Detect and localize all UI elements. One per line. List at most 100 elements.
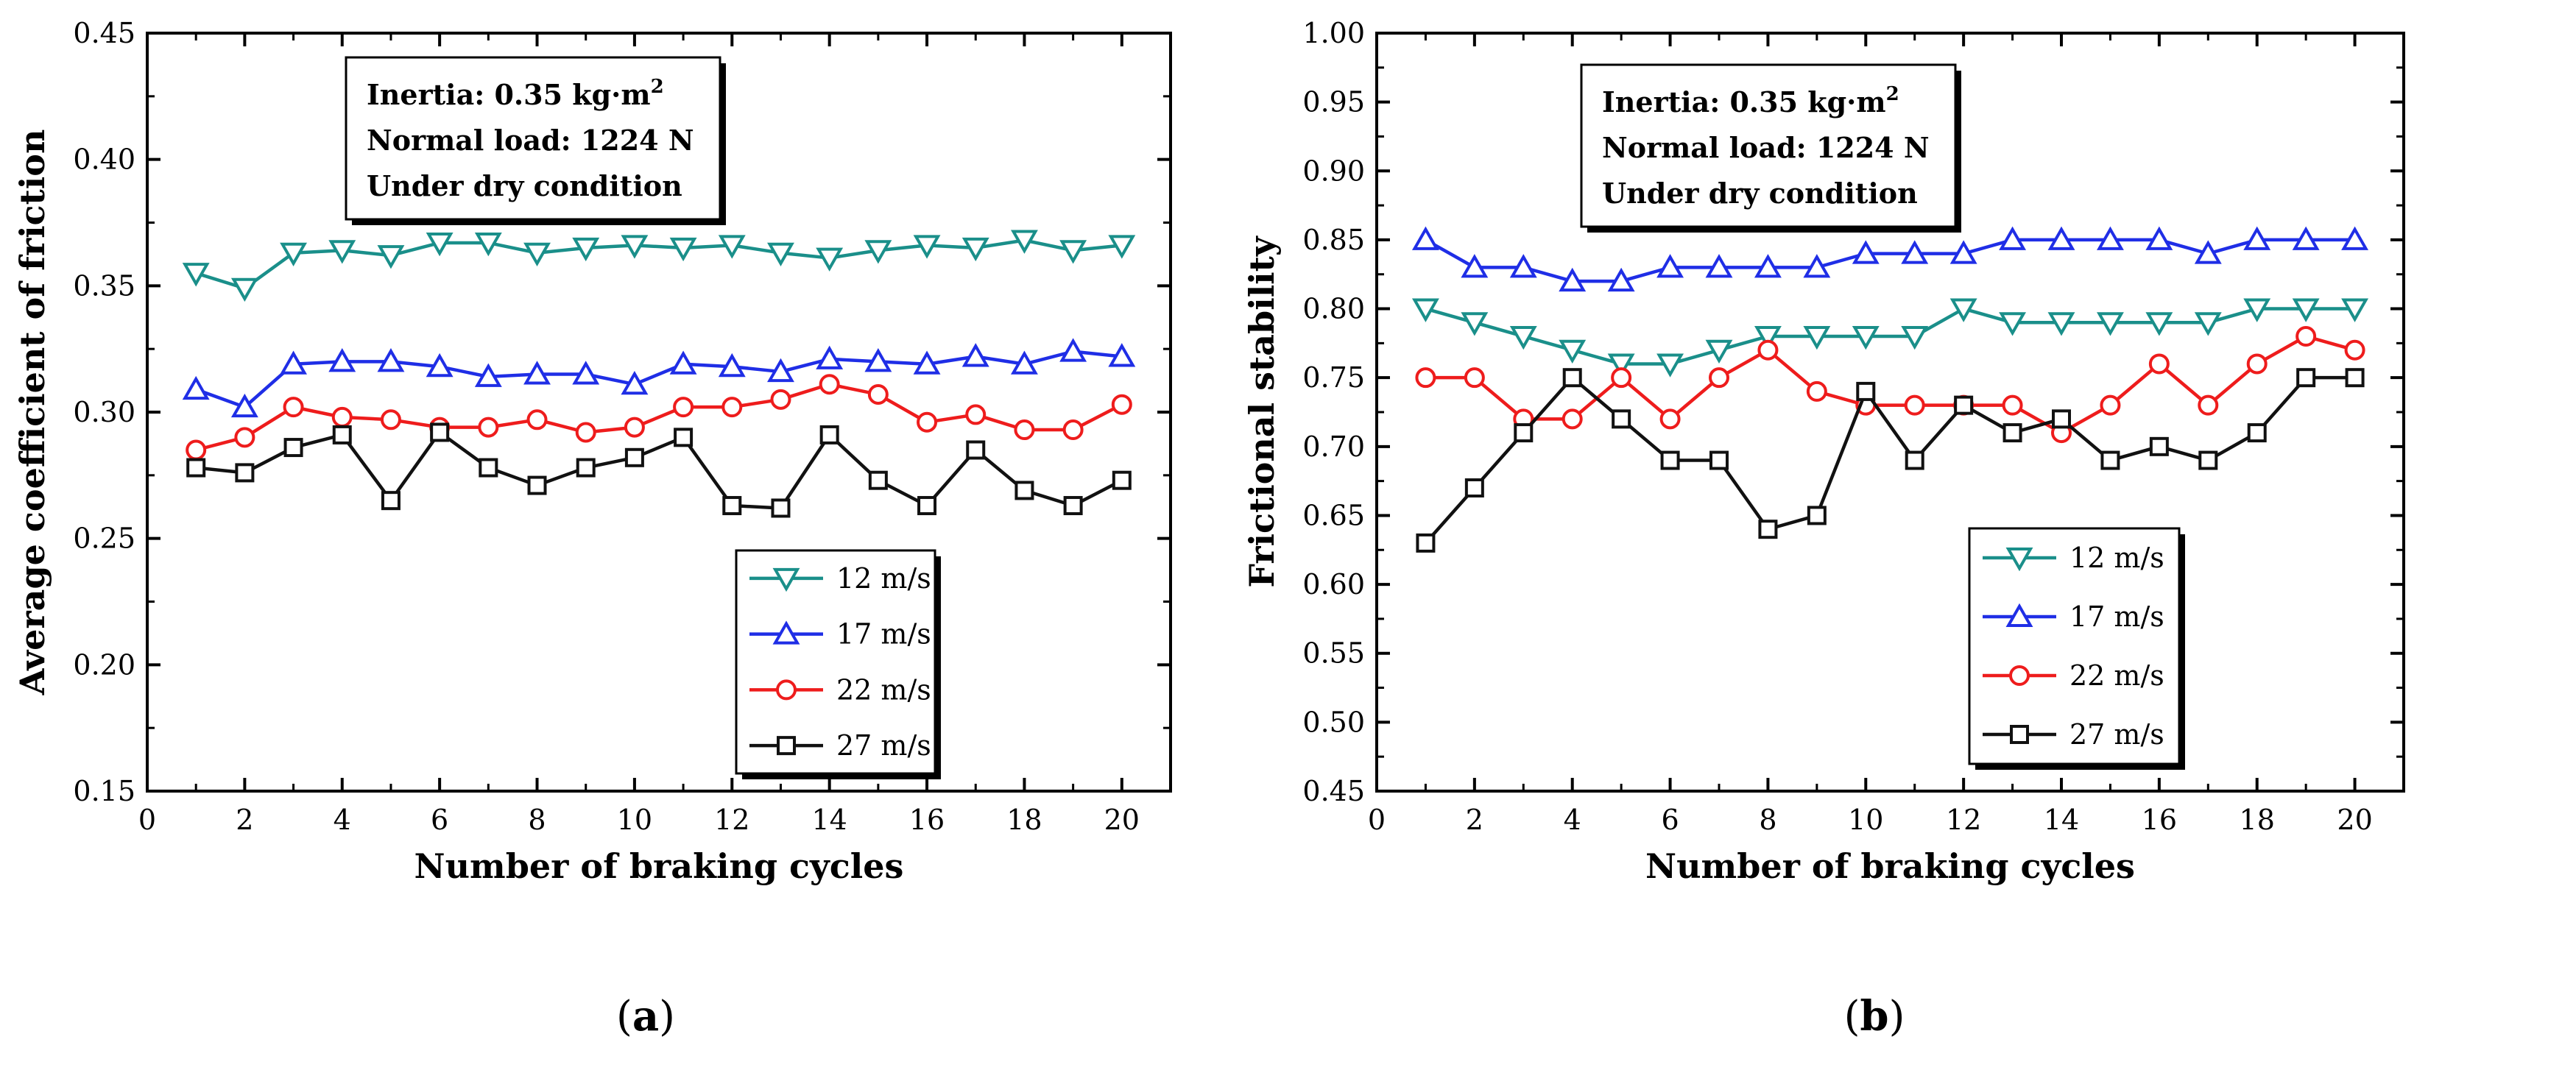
- data-point: [917, 496, 937, 516]
- legend-label: 12 m/s: [2069, 542, 2164, 574]
- data-point: [1559, 339, 1587, 364]
- data-point: [234, 427, 255, 448]
- data-point: [669, 237, 697, 262]
- data-point: [430, 422, 450, 442]
- data-point: [624, 447, 644, 467]
- data-point: [913, 350, 941, 375]
- series-17-m-s: [182, 338, 1136, 418]
- legend-marker: [772, 567, 800, 592]
- data-point: [527, 475, 547, 495]
- data-point: [479, 458, 498, 478]
- data-point: [2243, 298, 2271, 322]
- data-point: [2149, 436, 2169, 456]
- series-line: [1425, 334, 2356, 435]
- data-point: [917, 411, 938, 433]
- x-tick-label: 2: [1466, 804, 1483, 836]
- y-tick-label: 0.70: [1302, 431, 1365, 463]
- data-point: [2052, 409, 2071, 429]
- data-point: [864, 240, 892, 264]
- data-point: [867, 383, 889, 405]
- data-point: [377, 245, 405, 269]
- x-tick-label: 6: [1661, 804, 1679, 836]
- data-point: [721, 397, 743, 418]
- data-point: [186, 439, 207, 461]
- data-point: [2292, 298, 2320, 322]
- data-point: [2096, 226, 2124, 250]
- data-point: [1757, 339, 1779, 361]
- data-point: [669, 350, 697, 375]
- data-point: [966, 440, 986, 460]
- data-point: [1754, 254, 1782, 278]
- series-17-m-s: [1411, 226, 2369, 292]
- legend-marker: [2005, 603, 2033, 627]
- annotation-line: Normal load: 1224 N: [367, 124, 694, 157]
- data-point: [576, 458, 596, 478]
- data-point: [1709, 367, 1729, 389]
- data-point: [1852, 326, 1880, 350]
- data-point: [2246, 353, 2268, 375]
- data-point: [1059, 338, 1087, 362]
- x-axis-title: Number of braking cycles: [1645, 846, 2135, 886]
- data-point: [381, 491, 400, 511]
- legend: 12 m/s 17 m/s 22 m/s 27 m/s: [1968, 527, 2185, 770]
- data-point: [2292, 226, 2320, 250]
- data-point: [523, 361, 551, 385]
- data-point: [1509, 254, 1537, 278]
- annotation-line: Inertia: 0.35 kg·m2: [367, 76, 664, 111]
- y-tick-label: 0.95: [1302, 86, 1365, 118]
- data-point: [1059, 240, 1087, 264]
- series-22-m-s: [186, 374, 1132, 461]
- data-point: [2047, 226, 2075, 250]
- data-point: [280, 350, 308, 375]
- data-point: [2296, 326, 2317, 347]
- data-point: [1062, 419, 1084, 441]
- data-point: [2247, 423, 2267, 443]
- data-point: [1803, 326, 1831, 350]
- y-tick-label: 0.60: [1302, 568, 1365, 601]
- series-line: [195, 238, 1123, 291]
- data-point: [1807, 506, 1827, 525]
- data-point: [2341, 298, 2369, 322]
- data-point: [1514, 423, 1534, 443]
- data-point: [1416, 533, 1436, 553]
- data-point: [1656, 254, 1684, 278]
- legend-marker: [2010, 725, 2029, 744]
- data-point: [2047, 312, 2075, 336]
- data-point: [1108, 343, 1136, 367]
- data-point: [1063, 496, 1083, 516]
- data-point: [331, 406, 353, 428]
- data-point: [1856, 381, 1876, 401]
- data-point: [767, 358, 794, 383]
- x-tick-label: 10: [1848, 804, 1883, 836]
- y-tick-label: 0.75: [1302, 361, 1365, 394]
- y-tick-label: 0.65: [1302, 499, 1365, 531]
- data-point: [235, 463, 255, 483]
- data-point: [1415, 367, 1436, 389]
- data-point: [1562, 408, 1583, 430]
- data-point: [377, 348, 405, 372]
- data-point: [770, 389, 791, 410]
- data-point: [478, 417, 499, 438]
- data-point: [1905, 450, 1924, 470]
- annotation-line: Under dry condition: [1602, 177, 1918, 210]
- data-point: [1949, 240, 1977, 264]
- series-line: [1425, 238, 2355, 283]
- data-point: [1461, 312, 1489, 336]
- data-point: [718, 235, 746, 259]
- x-tick-label: 4: [1564, 804, 1581, 836]
- data-point: [572, 361, 600, 385]
- legend-label: 17 m/s: [2069, 601, 2164, 633]
- x-tick-label: 10: [617, 804, 652, 836]
- data-point: [1112, 470, 1132, 490]
- legend-marker: [2005, 548, 2033, 572]
- annotation-border: [1580, 63, 1957, 228]
- legend-marker: [776, 679, 797, 701]
- annotation-line: Inertia: 0.35 kg·m2: [1602, 83, 1899, 118]
- legend-marker: [2009, 665, 2030, 686]
- data-point: [771, 498, 791, 518]
- data-point: [1949, 298, 1977, 322]
- data-point: [1656, 353, 1684, 378]
- data-point: [1659, 408, 1681, 430]
- data-point: [1806, 380, 1827, 402]
